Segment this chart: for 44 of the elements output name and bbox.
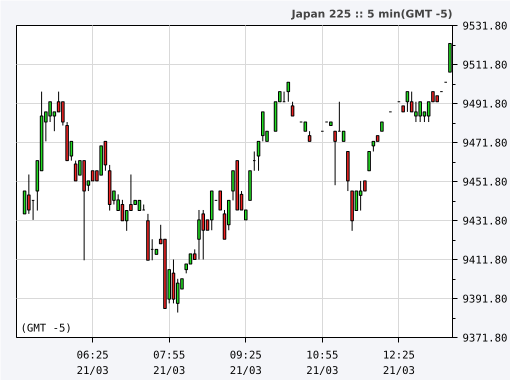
candlestick: [201, 209, 206, 260]
candlestick: [197, 209, 201, 260]
candlestick: [22, 190, 26, 214]
y-tick-label: 9531.80: [462, 20, 508, 32]
candlestick: [286, 82, 290, 102]
candlestick: [104, 140, 108, 172]
candlestick: [261, 111, 265, 142]
annotation: (GMT -5): [20, 322, 72, 334]
candlestick: [74, 160, 78, 182]
candlestick: [418, 101, 422, 123]
candlestick: [308, 130, 312, 142]
y-tick-label: 9491.80: [462, 98, 508, 110]
candlestick: [304, 122, 308, 132]
candlestick: [256, 140, 260, 172]
x-tick-label: 10:55 21/03: [306, 348, 338, 378]
candlestick: [414, 101, 418, 123]
y-tick-label: 9411.80: [462, 254, 508, 266]
x-tick-label: 06:25 21/03: [76, 348, 109, 378]
candlestick: [290, 101, 294, 116]
y-tick-label: 9471.80: [462, 136, 508, 150]
candlestick: [218, 190, 222, 210]
candlestick: [120, 199, 124, 222]
candlestick: [406, 91, 410, 112]
candlestick: [138, 200, 142, 212]
candlestick: [410, 91, 414, 112]
candlestick: [90, 170, 94, 182]
candlestick: [380, 122, 384, 132]
chart-title: Japan 225 :: 5 min(GMT -5): [290, 8, 453, 20]
candlestick: [363, 180, 367, 192]
candlestick: [367, 150, 371, 172]
y-tick-label: 9511.80: [462, 58, 508, 72]
candlestick: [61, 101, 65, 126]
y-tick-label: 9451.80: [462, 176, 508, 188]
x-tick-label: 07:55 21/03: [153, 348, 186, 378]
candlestick: [342, 130, 346, 142]
candlestick: [27, 174, 31, 214]
x-tick-label: 12:25 21/03: [382, 348, 415, 378]
y-tick-label: 9391.80: [462, 292, 508, 306]
x-tick-label: 09:25 21/03: [230, 348, 262, 378]
candlestick: [48, 101, 52, 123]
y-tick-label: 9431.80: [462, 214, 508, 228]
candlestick: [333, 130, 337, 186]
y-tick-label: 9371.80: [462, 332, 508, 344]
candlestick: [358, 180, 362, 212]
